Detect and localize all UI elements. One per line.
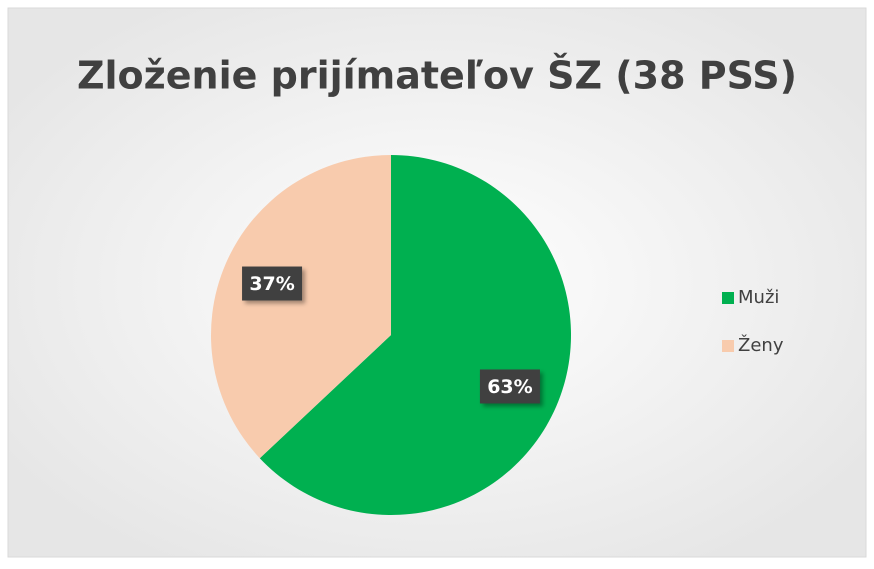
legend: Muži Ženy bbox=[722, 287, 784, 356]
data-label-box bbox=[242, 266, 303, 301]
data-label-box bbox=[479, 369, 540, 404]
data-label: 63% bbox=[487, 376, 532, 398]
legend-label: Muži bbox=[738, 287, 779, 308]
pie-slice bbox=[259, 155, 571, 515]
pie-slice bbox=[210, 155, 391, 459]
data-label: 37% bbox=[249, 273, 294, 295]
legend-label: Ženy bbox=[738, 334, 784, 356]
legend-swatch bbox=[722, 340, 734, 352]
chart-title: Zloženie prijímateľov ŠZ (38 PSS) bbox=[77, 54, 797, 98]
pie bbox=[210, 155, 571, 515]
data-labels: 63% 37% bbox=[242, 266, 540, 404]
legend-swatch bbox=[722, 292, 734, 304]
